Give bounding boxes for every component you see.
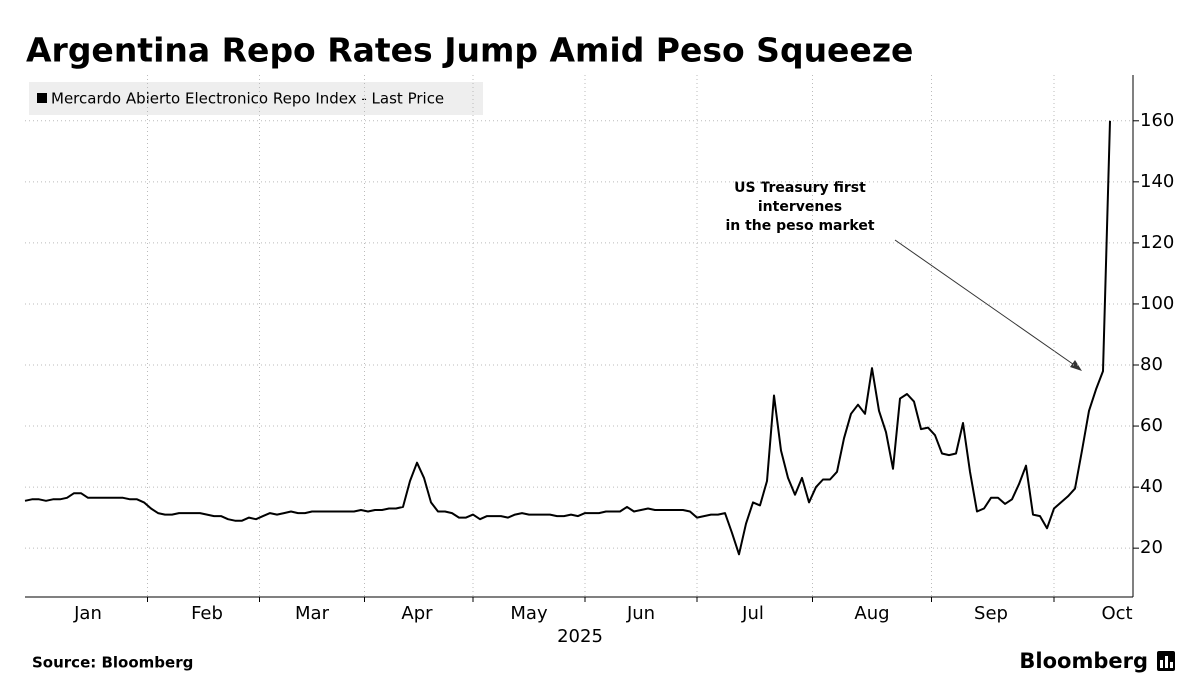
source: Source: Bloomberg: [32, 654, 193, 672]
x-tick-label: Feb: [191, 603, 223, 624]
legend-label: Mercardo Abierto Electronico Repo Index …: [51, 90, 444, 108]
x-tick-label: Jun: [626, 603, 655, 624]
brand-icon: [1157, 651, 1175, 671]
arrow-head: [1070, 360, 1082, 371]
x-tick-label: Sep: [974, 603, 1008, 624]
x-tick-label: Oct: [1101, 603, 1132, 624]
y-tick-label: 160: [1140, 110, 1174, 131]
annotation-arrow: [894, 239, 1081, 370]
y-tick-label: 100: [1140, 293, 1174, 314]
brand: Bloomberg: [1019, 649, 1148, 673]
y-tick-label: 140: [1140, 171, 1174, 192]
annotation-line: in the peso market: [725, 218, 874, 234]
y-tick-label: 20: [1140, 537, 1163, 558]
y-tick-label: 80: [1140, 354, 1163, 375]
legend-swatch: [37, 93, 47, 103]
y-tick-label: 120: [1140, 232, 1174, 253]
series-line: [24, 120, 1111, 556]
x-tick-label: Mar: [295, 603, 330, 624]
x-tick-label: Jul: [741, 603, 764, 624]
annotation: US Treasury first intervenes in the peso…: [725, 180, 874, 234]
x-tick-label: Jan: [73, 603, 102, 624]
annotation-line: intervenes: [758, 199, 842, 215]
chart-title: Argentina Repo Rates Jump Amid Peso Sque…: [26, 31, 913, 70]
x-axis-title: 2025: [557, 626, 603, 647]
legend-box: [29, 82, 483, 115]
y-tick-label: 60: [1140, 415, 1163, 436]
annotation-line: US Treasury first: [734, 180, 866, 196]
x-tick-label: May: [510, 603, 548, 624]
x-tick-label: Aug: [854, 603, 889, 624]
y-tick-label: 40: [1140, 476, 1163, 497]
x-tick-label: Apr: [401, 603, 433, 624]
